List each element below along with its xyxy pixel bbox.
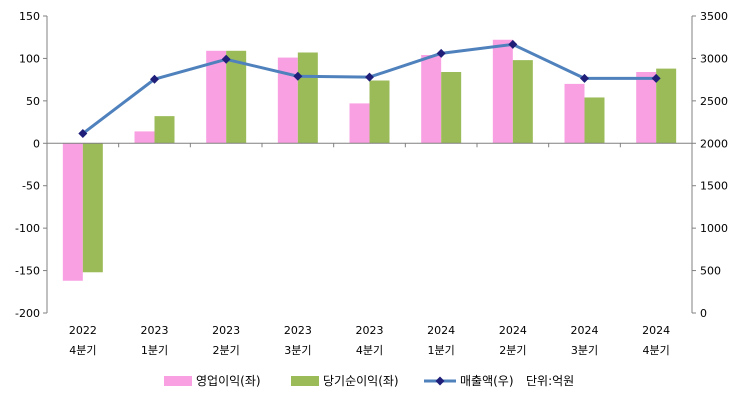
legend-label-operating-profit: 영업이익(좌) [196,374,261,388]
revenue-point-0 [78,129,88,139]
right-tick-label: 2000 [700,137,728,150]
category-label-year: 2023 [284,324,312,337]
right-tick-label: 3000 [700,52,728,65]
bar-operating-profit-4 [349,103,370,144]
bar-net-income-2 [226,50,247,144]
category-label-year: 2024 [571,324,599,337]
right-tick-label: 1000 [700,222,728,235]
category-label-quarter: 2분기 [499,344,526,357]
bar-net-income-1 [154,116,175,144]
category-label-quarter: 1분기 [141,344,168,357]
left-tick-label: 100 [19,52,40,65]
left-tick-label: -50 [22,180,40,193]
bar-net-income-4 [369,80,390,144]
revenue-point-4 [365,72,374,82]
category-label-year: 2023 [212,324,240,337]
category-label-year: 2023 [356,324,384,337]
category-label-quarter: 3분기 [284,344,311,357]
category-label-quarter: 1분기 [428,344,455,357]
revenue-point-7 [580,73,589,83]
right-tick-label: 0 [700,307,707,320]
bar-net-income-0 [82,143,103,273]
bar-operating-profit-7 [564,83,585,144]
category-label-year: 2023 [141,324,169,337]
category-label-quarter: 3분기 [571,344,598,357]
category-label-year: 2022 [69,324,97,337]
category-label-quarter: 2분기 [213,344,240,357]
bar-net-income-7 [584,97,605,144]
right-tick-label: 1500 [700,180,728,193]
left-tick-label: 50 [26,95,40,108]
left-tick-label: -150 [15,265,40,278]
revenue-point-6 [508,39,518,49]
revenue-point-5 [436,48,446,58]
bar-operating-profit-2 [206,50,227,144]
right-tick-label: 3500 [700,10,728,23]
revenue-point-1 [150,74,159,84]
category-label-year: 2024 [427,324,455,337]
left-tick-label: -200 [15,307,40,320]
legend-label-revenue: 매출액(우) [460,374,514,388]
legend-swatch-net-income [291,376,319,386]
left-tick-label: -100 [15,222,40,235]
unit-note: 단위:억원 [526,374,574,388]
bar-net-income-3 [297,52,318,144]
left-tick-label: 150 [19,10,40,23]
left-tick-label: 0 [33,137,40,150]
bar-operating-profit-8 [636,72,657,144]
legend-swatch-revenue-marker [435,376,445,386]
legend-swatch-operating-profit [164,376,192,386]
bar-operating-profit-6 [492,39,513,144]
bar-operating-profit-3 [277,57,298,144]
bar-net-income-5 [441,72,462,144]
right-tick-label: 500 [700,265,721,278]
revenue-point-3 [293,71,303,81]
category-label-year: 2024 [642,324,670,337]
bar-operating-profit-1 [134,131,155,144]
legend-label-net-income: 당기순이익(좌) [323,374,399,388]
category-label-quarter: 4분기 [643,344,670,357]
revenue-point-2 [221,54,231,64]
bar-net-income-8 [656,68,677,144]
bar-operating-profit-5 [421,55,442,144]
right-tick-label: 2500 [700,95,728,108]
category-label-year: 2024 [499,324,527,337]
category-label-quarter: 4분기 [69,344,96,357]
revenue-point-8 [651,73,661,83]
category-label-quarter: 4분기 [356,344,383,357]
bar-net-income-6 [512,60,533,144]
bar-operating-profit-0 [62,143,83,281]
